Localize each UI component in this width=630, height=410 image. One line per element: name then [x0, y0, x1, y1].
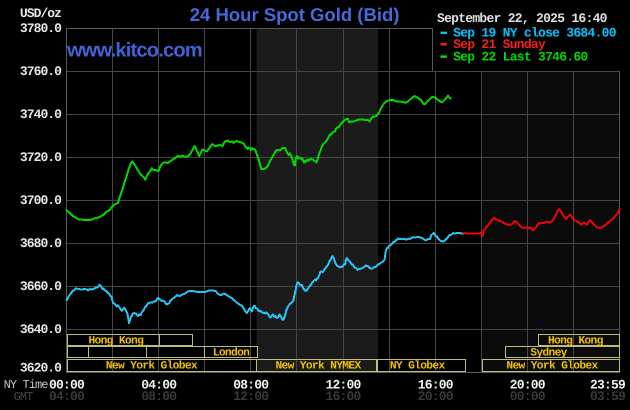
- svg-text:3740.0: 3740.0: [20, 107, 62, 122]
- svg-text:NY Time: NY Time: [4, 378, 49, 392]
- svg-text:- Sep 21 Sunday: - Sep 21 Sunday: [439, 37, 546, 52]
- svg-text:Hong Kong: Hong Kong: [548, 336, 604, 348]
- svg-text:NY Globex: NY Globex: [390, 360, 446, 373]
- svg-text:3640.0: 3640.0: [20, 322, 62, 337]
- svg-text:3620.0: 3620.0: [20, 360, 62, 375]
- svg-text:London: London: [213, 347, 250, 360]
- svg-text:12:00: 12:00: [325, 377, 361, 392]
- svg-text:Hong Kong: Hong Kong: [88, 336, 144, 348]
- svg-text:USD/oz: USD/oz: [20, 6, 61, 21]
- svg-text:New York NYMEX: New York NYMEX: [275, 360, 361, 373]
- svg-text:23:59: 23:59: [590, 377, 626, 392]
- svg-text:08:00: 08:00: [141, 389, 177, 404]
- svg-text:3720.0: 3720.0: [20, 150, 62, 165]
- svg-text:Sydney: Sydney: [530, 347, 567, 360]
- svg-text:3780.0: 3780.0: [20, 21, 62, 36]
- svg-text:3660.0: 3660.0: [20, 279, 62, 294]
- svg-text:GMT: GMT: [14, 390, 34, 404]
- svg-text:00:00: 00:00: [510, 389, 546, 404]
- svg-text:New York Globex: New York Globex: [106, 360, 198, 373]
- svg-text:20:00: 20:00: [418, 389, 454, 404]
- svg-text:24 Hour Spot Gold (Bid): 24 Hour Spot Gold (Bid): [190, 4, 400, 25]
- svg-text:3700.0: 3700.0: [20, 193, 62, 208]
- svg-text:- Sep 22 Last 3746.60: - Sep 22 Last 3746.60: [439, 49, 588, 64]
- svg-text:New York Globex: New York Globex: [506, 360, 598, 373]
- svg-text:3680.0: 3680.0: [20, 236, 62, 251]
- svg-text:16:00: 16:00: [418, 377, 454, 392]
- svg-text:20:00: 20:00: [510, 377, 546, 392]
- svg-text:08:00: 08:00: [233, 377, 269, 392]
- svg-text:12:00: 12:00: [233, 389, 269, 404]
- svg-text:www.kitco.com: www.kitco.com: [66, 40, 202, 62]
- svg-text:00:00: 00:00: [49, 377, 85, 392]
- svg-text:3760.0: 3760.0: [20, 64, 62, 79]
- svg-text:September 22, 2025 16:40: September 22, 2025 16:40: [437, 11, 608, 26]
- svg-text:16:00: 16:00: [325, 389, 361, 404]
- svg-text:04:00: 04:00: [49, 389, 85, 404]
- svg-text:- Sep 19 NY close 3684.00: - Sep 19 NY close 3684.00: [439, 26, 617, 41]
- svg-text:03:59: 03:59: [590, 389, 626, 404]
- svg-text:04:00: 04:00: [141, 377, 177, 392]
